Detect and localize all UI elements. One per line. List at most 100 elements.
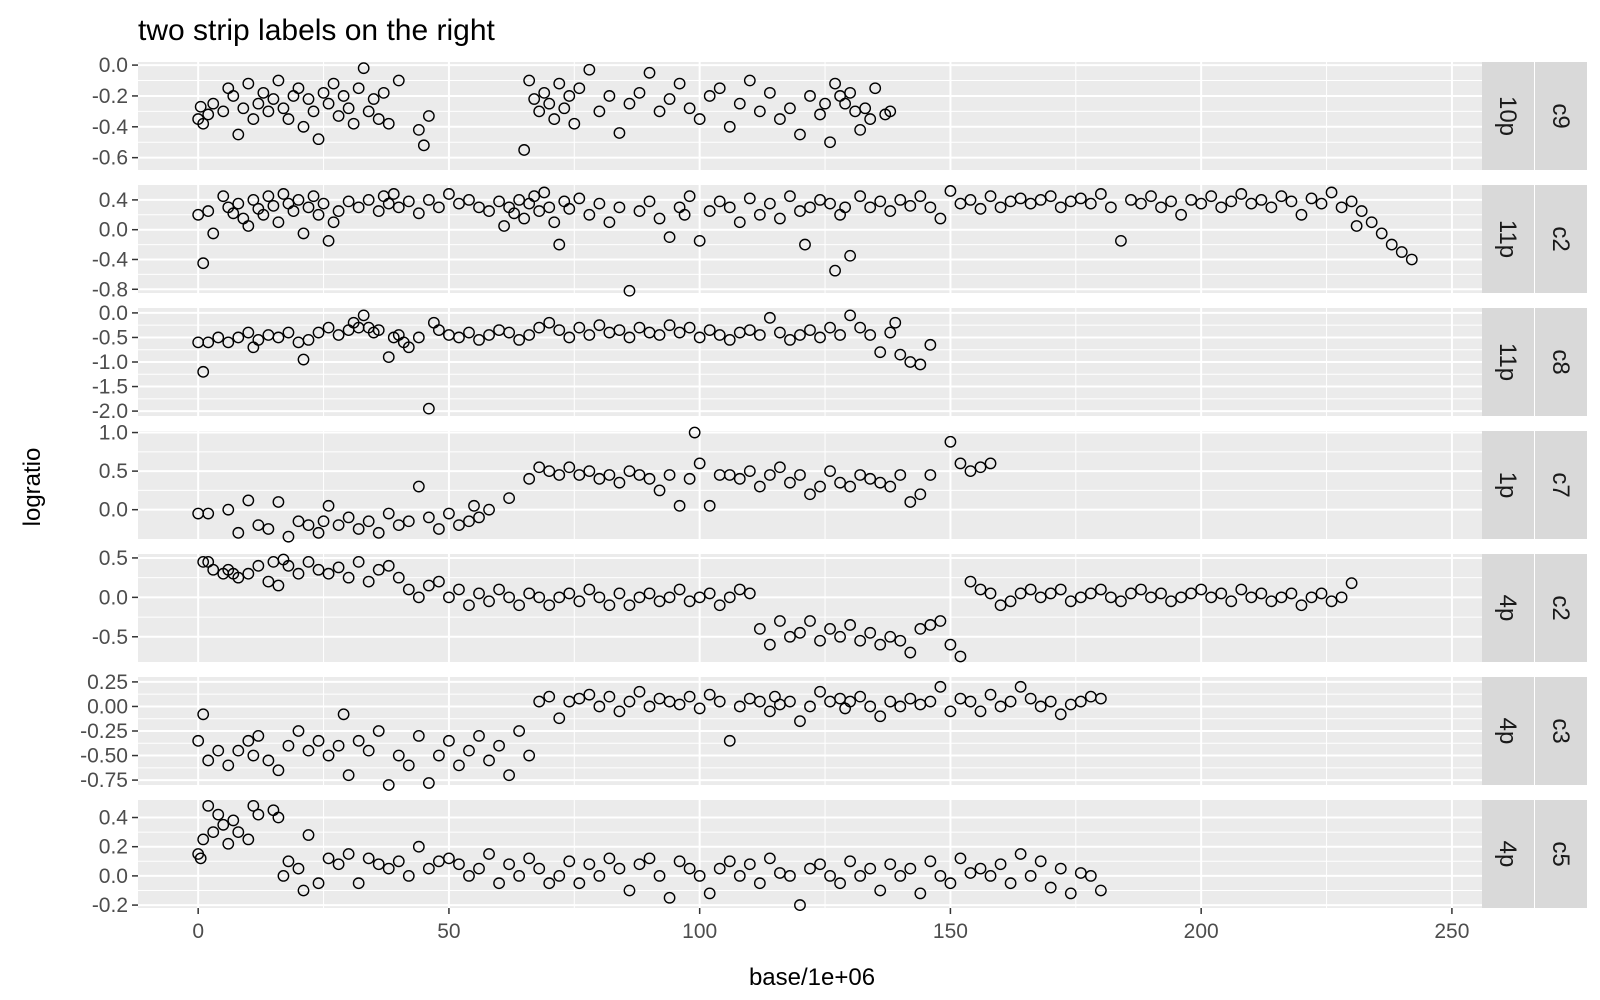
data-point	[402, 341, 415, 354]
data-point	[352, 877, 365, 890]
data-point	[518, 212, 531, 225]
data-point	[593, 591, 606, 604]
data-point	[774, 326, 786, 339]
data-point	[257, 208, 270, 221]
data-point	[302, 744, 315, 757]
y-tick-label: 1.0	[99, 422, 128, 445]
data-point	[463, 326, 475, 339]
strip-background-1	[1482, 800, 1534, 908]
data-point	[733, 869, 746, 882]
data-point	[984, 688, 997, 701]
data-point	[613, 862, 626, 875]
data-point	[884, 326, 897, 339]
data-point	[1345, 195, 1358, 208]
data-point	[994, 858, 1007, 871]
data-point	[202, 754, 215, 767]
data-point	[673, 855, 686, 868]
data-point	[463, 869, 475, 882]
data-point	[984, 869, 997, 882]
y-tick-label: -1.5	[92, 376, 128, 399]
data-point	[713, 329, 726, 341]
data-point	[252, 808, 265, 821]
data-point	[954, 650, 967, 663]
data-point	[733, 700, 746, 713]
data-point	[382, 559, 395, 572]
data-point	[653, 329, 666, 341]
data-point	[473, 334, 485, 346]
data-point	[613, 705, 626, 718]
data-point	[322, 499, 335, 512]
data-point	[432, 201, 445, 214]
data-point	[483, 205, 495, 217]
data-point	[483, 595, 495, 608]
data-point	[1185, 587, 1198, 600]
strip-background-1	[1482, 185, 1534, 293]
data-point	[362, 105, 375, 118]
data-point	[312, 563, 325, 576]
data-point	[663, 891, 676, 904]
data-point	[874, 638, 887, 651]
data-point	[894, 348, 907, 361]
data-point	[242, 734, 255, 747]
data-point	[964, 465, 977, 478]
data-point	[443, 591, 455, 604]
data-point	[824, 869, 836, 882]
data-point	[864, 329, 877, 341]
data-point	[382, 507, 395, 520]
data-point	[523, 472, 536, 485]
data-point	[1084, 197, 1097, 210]
data-point	[1094, 692, 1107, 705]
data-point	[372, 526, 385, 539]
data-point	[859, 102, 872, 115]
data-point	[432, 523, 445, 535]
data-point	[723, 734, 736, 747]
data-point	[372, 563, 385, 576]
data-point	[533, 105, 546, 118]
data-point	[262, 190, 275, 203]
data-point	[538, 186, 551, 199]
data-point	[432, 324, 445, 336]
data-point	[297, 227, 310, 240]
data-point	[192, 734, 205, 747]
data-point	[508, 207, 521, 220]
panel-6: 0.250.00-0.25-0.50-0.75 4p c3	[80, 671, 1587, 792]
data-point	[352, 201, 365, 214]
data-point	[874, 476, 887, 489]
data-point	[302, 334, 315, 346]
data-point	[342, 571, 355, 584]
data-point	[763, 197, 776, 210]
data-point	[1265, 595, 1278, 608]
y-tick-label: -0.5	[92, 326, 128, 349]
data-point	[678, 208, 691, 221]
data-point	[839, 201, 852, 214]
data-point	[864, 201, 877, 214]
data-point	[794, 899, 806, 911]
data-point	[1155, 201, 1167, 214]
data-point	[1255, 193, 1268, 206]
data-point	[1195, 197, 1208, 210]
data-point	[1245, 197, 1258, 210]
data-point	[513, 334, 526, 346]
data-point	[543, 201, 556, 214]
data-point	[673, 583, 686, 596]
data-point	[282, 739, 295, 752]
data-point	[317, 86, 330, 99]
data-point	[864, 113, 877, 125]
data-point	[1044, 695, 1057, 708]
data-point	[763, 311, 776, 324]
data-point	[633, 858, 646, 871]
data-point	[528, 190, 541, 203]
data-point	[824, 136, 836, 149]
data-point	[553, 238, 566, 251]
data-point	[412, 207, 425, 220]
data-point	[1225, 195, 1238, 208]
data-point	[1115, 234, 1127, 247]
data-point	[513, 193, 526, 206]
data-point	[327, 77, 340, 90]
data-point	[794, 329, 806, 341]
data-point	[197, 117, 210, 130]
data-point	[673, 698, 686, 711]
data-point	[513, 599, 526, 612]
strip-background-2	[1535, 554, 1587, 662]
data-point	[1024, 692, 1037, 705]
